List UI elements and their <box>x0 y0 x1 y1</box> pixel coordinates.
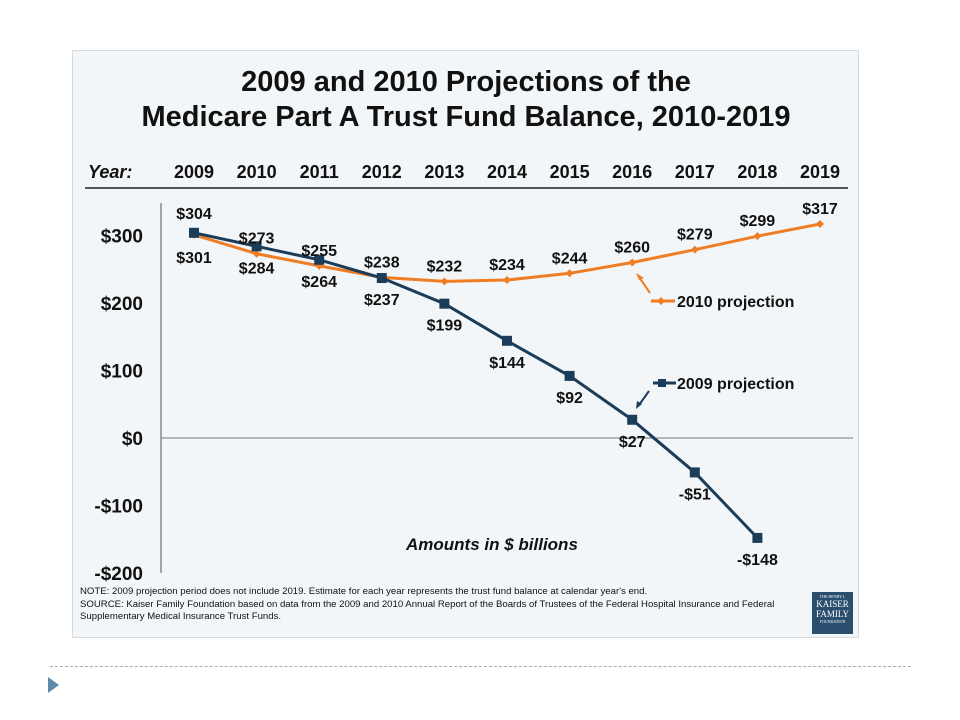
series-2010-label-2017: $279 <box>677 227 713 244</box>
year-label-2019: 2019 <box>800 162 840 182</box>
series-2009-point-2015 <box>564 370 575 381</box>
chart-image: 2009 and 2010 Projections of the Medicar… <box>72 50 859 638</box>
year-label-2015: 2015 <box>550 162 590 182</box>
series-2010-point-2015 <box>565 269 574 278</box>
legend-2009-arrowhead <box>636 401 642 409</box>
y-tick-label: $300 <box>101 227 143 248</box>
series-2009-label-2015: $92 <box>556 390 583 407</box>
series-2009-point-2012 <box>376 273 387 284</box>
series-2010-label-2013: $232 <box>427 258 463 275</box>
series-2010-label-2011: $255 <box>301 243 337 260</box>
logo-line-2: KAISER <box>816 599 849 609</box>
year-label-2016: 2016 <box>612 162 652 182</box>
series-2009-point-2018 <box>752 532 763 543</box>
year-label-2013: 2013 <box>424 162 464 182</box>
series-2009-point-2009 <box>189 227 199 238</box>
series-2010-point-2016 <box>628 258 637 267</box>
series-2010-point-2014 <box>503 276 511 285</box>
bullet-triangle-icon <box>48 677 59 693</box>
series-2009-label-2018: -$148 <box>737 552 778 569</box>
chart-title-line-2: Medicare Part A Trust Fund Balance, 2010… <box>141 101 790 133</box>
year-header-label: Year: <box>88 162 132 182</box>
series-2010-point-2019 <box>816 220 824 229</box>
series-2010-point-2018 <box>753 232 762 241</box>
year-label-2014: 2014 <box>487 162 527 182</box>
series-2010-label-2010: $273 <box>239 231 275 248</box>
y-tick-label: $100 <box>101 362 143 383</box>
logo-line-1: THE HENRY J. <box>819 594 846 599</box>
year-label-2017: 2017 <box>675 162 715 182</box>
series-2009-label-2011: $264 <box>301 274 337 291</box>
year-label-2018: 2018 <box>737 162 777 182</box>
chart-title-line-1: 2009 and 2010 Projections of the <box>241 66 691 98</box>
series-2009-label-2009: $304 <box>176 206 212 223</box>
logo-line-3: FAMILY <box>816 609 849 619</box>
series-2009-label-2014: $144 <box>489 355 525 372</box>
series-2009-label-2016: $27 <box>619 434 646 451</box>
chart: 2009 and 2010 Projections of the Medicar… <box>85 66 853 585</box>
legend-2009-marker <box>658 379 666 387</box>
legend-2010-arrow <box>638 276 651 294</box>
legend-2009-label: 2009 projection <box>677 376 794 393</box>
year-label-2009: 2009 <box>174 162 214 182</box>
series-2010-label-2019: $317 <box>802 201 838 218</box>
y-tick-label: -$100 <box>94 497 143 518</box>
units-annotation: Amounts in $ billions <box>405 535 578 554</box>
legend-2009-arrow <box>638 390 650 406</box>
year-label-2010: 2010 <box>237 162 277 182</box>
series-2009-label-2013: $199 <box>427 318 463 335</box>
legend-2010-label: 2010 projection <box>677 294 794 311</box>
series-2010-point-2013 <box>440 277 449 286</box>
legend-2010-arrowhead <box>636 273 644 280</box>
series-2009-point-2011 <box>314 254 325 265</box>
series-2009-label-2012: $237 <box>364 292 400 309</box>
series-2009-label-2017: -$51 <box>679 486 711 503</box>
kaiser-family-foundation-logo: THE HENRY J. KAISER FAMILY FOUNDATION <box>812 592 853 634</box>
series-2009-point-2013 <box>439 298 450 309</box>
y-tick-label: -$200 <box>94 564 143 585</box>
footnote: NOTE: 2009 projection period does not in… <box>80 586 802 624</box>
footnote-note: NOTE: 2009 projection period does not in… <box>80 586 648 597</box>
series-2010-label-2014: $234 <box>489 257 525 274</box>
y-tick-label: $200 <box>101 294 143 315</box>
series-2009-point-2014 <box>502 335 512 346</box>
series-2010-label-2012: $238 <box>364 254 400 271</box>
series-2009-label-2010: $284 <box>239 260 275 277</box>
series-2009-point-2016 <box>627 414 638 425</box>
series-2010-label-2009: $301 <box>176 250 212 267</box>
legend-2010-marker <box>657 297 665 305</box>
footnote-source: SOURCE: Kaiser Family Foundation based o… <box>80 598 775 623</box>
series-2010-point-2017 <box>690 245 699 254</box>
year-label-2011: 2011 <box>300 162 339 182</box>
logo-line-4: FOUNDATION <box>819 619 846 624</box>
series-2010-point-2010 <box>252 249 261 258</box>
series-2010-label-2016: $260 <box>614 240 650 257</box>
series-2010-label-2018: $299 <box>740 213 776 230</box>
series-2010-label-2015: $244 <box>552 250 588 267</box>
year-label-2012: 2012 <box>362 162 402 182</box>
y-tick-label: $0 <box>122 429 143 450</box>
series-2009-line <box>193 231 759 539</box>
series-2009-point-2017 <box>689 467 700 478</box>
series-2009-point-2010 <box>251 241 262 252</box>
slide-divider <box>50 666 911 667</box>
